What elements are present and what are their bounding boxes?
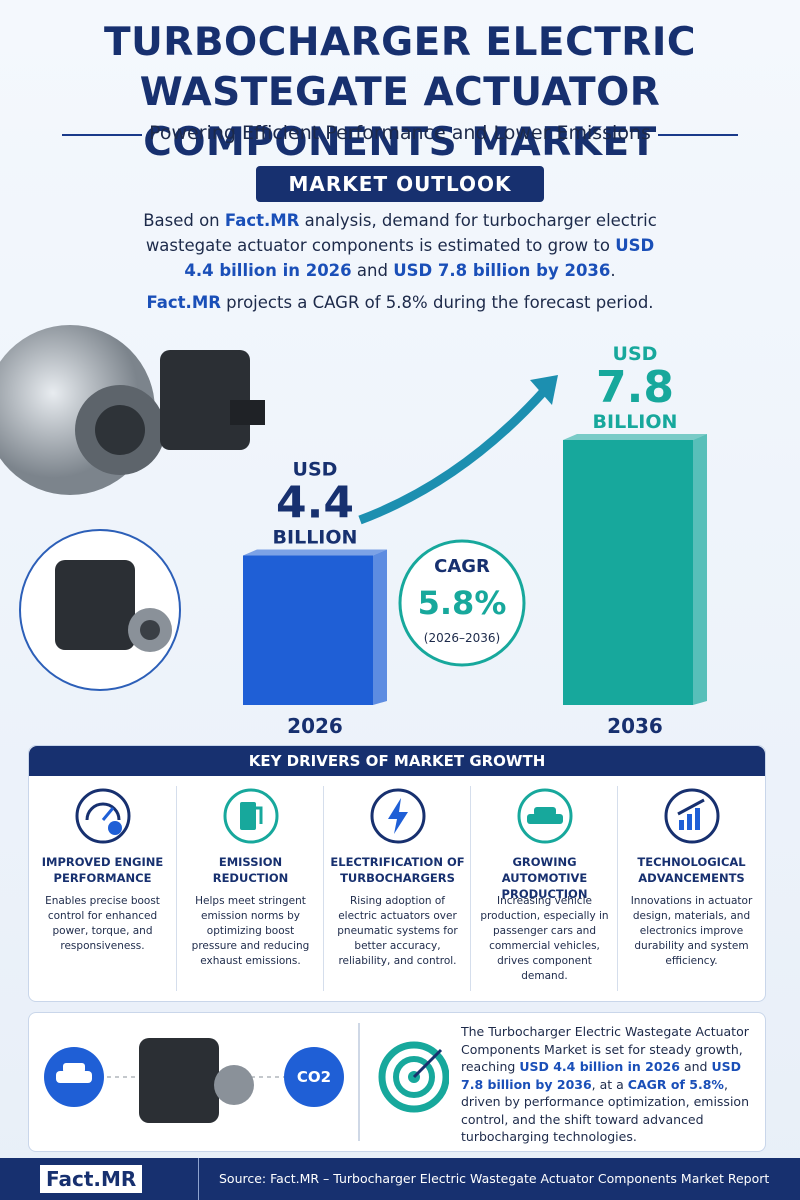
highlight: USD 4.4 billion in 2026	[519, 1059, 680, 1074]
value-label: 4.4	[276, 478, 354, 529]
co2-label: CO2	[297, 1068, 331, 1086]
arrow-head	[530, 375, 558, 405]
text: and	[679, 1059, 712, 1074]
driver-icon	[75, 788, 130, 844]
value-suffix: BILLION	[273, 527, 358, 549]
outlook-text: Fact.MR projects a CAGR of 5.8% during t…	[140, 290, 660, 315]
text: Based on	[143, 211, 225, 230]
value-label: 7.8	[596, 362, 674, 413]
summary-text: The Turbocharger Electric Wastegate Actu…	[461, 1023, 761, 1146]
driver-icon	[223, 788, 278, 844]
driver: TECHNOLOGICAL ADVANCEMENTS Innovations in…	[617, 786, 765, 991]
driver-title: EMISSION REDUCTION	[212, 855, 289, 885]
value-prefix: USD	[293, 459, 338, 481]
value-suffix: BILLION	[593, 411, 678, 433]
subtitle: Powering Efficient Performance and Lower…	[149, 122, 651, 144]
summary-panel: CO2 The Turbocharger Electric Wastegate …	[28, 1012, 766, 1152]
highlight: USD 7.8 billion by 2036	[461, 1059, 741, 1092]
driver-text: Enables precise boost control for enhanc…	[45, 895, 160, 952]
cagr-value: 5.8%	[418, 584, 507, 622]
x-tick-label: 2036	[607, 714, 663, 738]
driver-text: Innovations in actuator design, material…	[630, 895, 753, 967]
driver-text: Increasing vehicle production, especiall…	[480, 895, 609, 982]
highlight: Fact.MR	[146, 293, 221, 312]
highlight: Fact.MR	[224, 211, 300, 230]
driver: EMISSION REDUCTION Helps meet stringent e…	[176, 786, 324, 991]
highlight: CAGR of 5.8%	[627, 1076, 724, 1092]
value-prefix: USD	[613, 343, 658, 365]
driver-title: IMPROVED ENGINE PERFORMANCE	[41, 855, 164, 885]
bar-top	[563, 434, 707, 440]
driver-title: ELECTRIFICATION OF TURBOCHARGERS	[330, 855, 465, 885]
rule	[658, 134, 738, 136]
chart: CAGR 5.8% (2026–2036) USD4.4BILLION2026U…	[0, 325, 707, 738]
bar	[563, 440, 693, 705]
title: TURBOCHARGER ELECTRIC WASTEGATE ACTUATOR…	[104, 20, 696, 165]
driver-text: Rising adoption of electric actuators ov…	[337, 895, 458, 967]
section-heading: MARKET OUTLOOK	[256, 166, 544, 202]
text: .	[610, 261, 616, 280]
text: The Turbocharger Electric Wastegate Actu…	[461, 1024, 749, 1074]
bar-top	[243, 549, 387, 556]
highlight: USD 7.8 billion by 2036	[393, 261, 611, 280]
summary-graphics: CO2	[44, 1023, 449, 1141]
rule	[62, 134, 142, 136]
section-heading: KEY DRIVERS OF MARKET GROWTH	[29, 746, 765, 776]
driver-icon	[517, 788, 572, 844]
text: and	[351, 261, 394, 280]
driver: IMPROVED ENGINE PERFORMANCE Enables preci…	[29, 786, 176, 991]
bar-side	[373, 549, 387, 705]
bar	[243, 555, 373, 705]
logo: Fact.MR	[40, 1165, 143, 1193]
turbo-image	[0, 325, 265, 495]
footer: Fact.MR Source: Fact.MR – Turbocharger E…	[0, 1158, 800, 1200]
source: Source: Fact.MR – Turbocharger Electric …	[198, 1158, 769, 1200]
driver-text: Helps meet stringent emission norms by o…	[191, 895, 310, 967]
driver: GROWING AUTOMOTIVE PRODUCTION Increasing …	[470, 786, 618, 991]
driver-title: GROWING AUTOMOTIVE PRODUCTION	[501, 855, 588, 901]
text: projects a CAGR of 5.8% during the forec…	[220, 293, 654, 312]
cagr-label: CAGR	[434, 556, 490, 577]
drivers-panel: KEY DRIVERS OF MARKET GROWTH IMPROVED EN…	[28, 745, 766, 1002]
driver-icon	[370, 788, 425, 844]
actuator-inset	[19, 529, 181, 691]
text: , driven by performance optimization, em…	[461, 1076, 749, 1145]
driver-icon	[664, 788, 719, 844]
growth-arrow	[358, 386, 549, 525]
bar-side	[693, 434, 707, 705]
cagr-period: (2026–2036)	[424, 631, 500, 645]
highlight: USD 4.4 billion in 2026	[184, 236, 655, 280]
text: , at a	[591, 1076, 628, 1092]
driver-title: TECHNOLOGICAL ADVANCEMENTS	[637, 855, 746, 885]
x-tick-label: 2026	[287, 714, 343, 738]
outlook-text: Based on Fact.MR analysis, demand for tu…	[140, 208, 660, 283]
driver: ELECTRIFICATION OF TURBOCHARGERS Rising a…	[323, 786, 471, 991]
cagr-circle	[398, 539, 526, 667]
text: analysis, demand for turbocharger electr…	[145, 211, 657, 255]
